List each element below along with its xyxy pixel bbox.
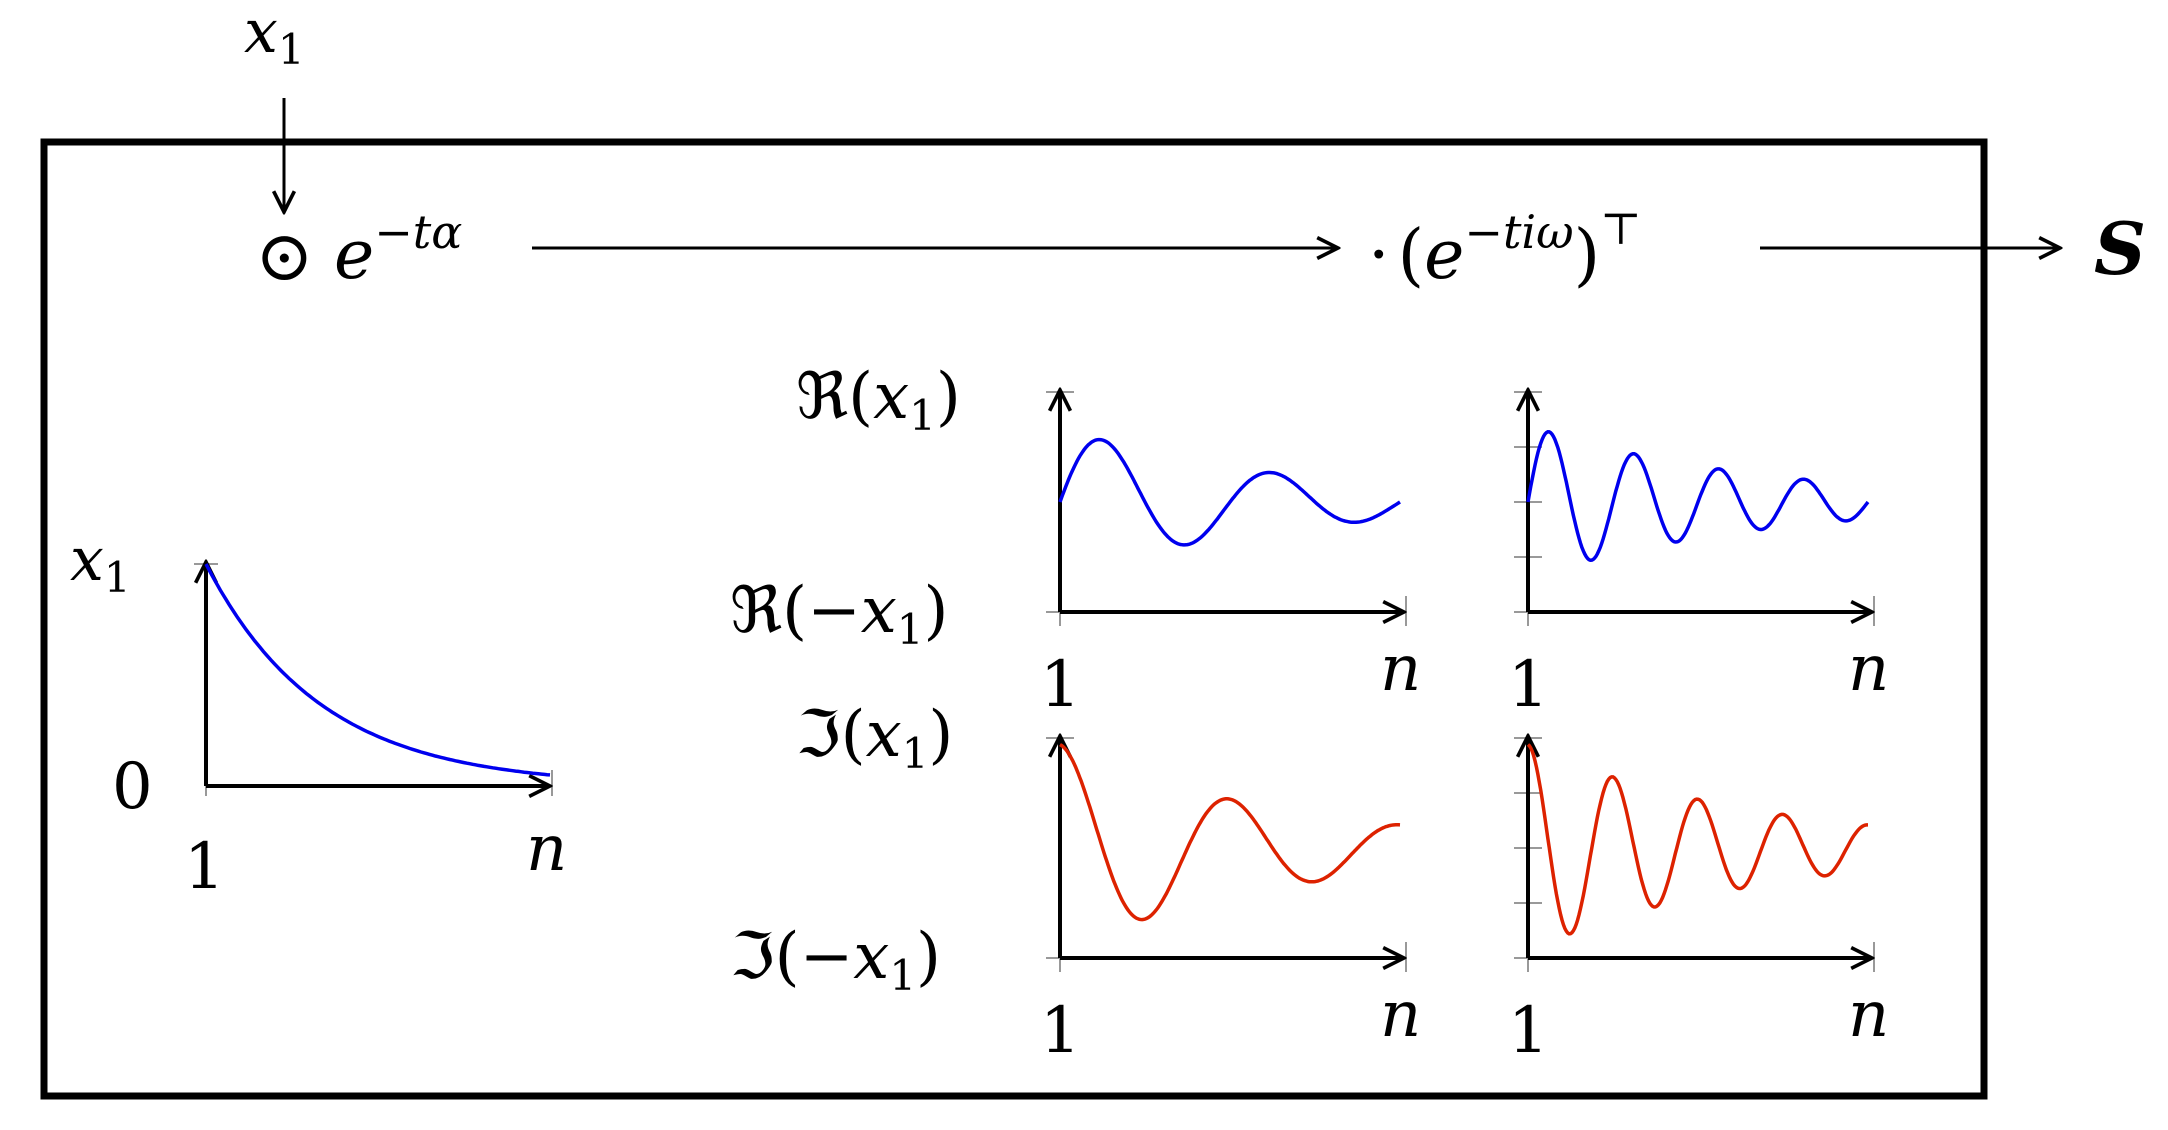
imag-top-label: ℑ(x1): [796, 698, 953, 778]
osc-xlabel-end: n: [1848, 632, 1889, 706]
osc-curve-real-slow: [1058, 437, 1401, 547]
hadamard-symbol: ⊙: [255, 215, 314, 297]
frequency-term: · (e−tiω)⊤: [1368, 204, 1642, 295]
decay-xlabel-start: 1: [184, 830, 225, 904]
osc-xlabel-end: n: [1380, 632, 1421, 706]
osc-curve-imag-slow: [1059, 743, 1401, 922]
decay-xlabel-end: n: [526, 812, 567, 886]
oscillation-plots: 1 n 1 n1 n 1 n: [1040, 390, 1889, 1068]
decay-ylabel-bottom: 0: [112, 750, 153, 824]
osc-curve-real-fast: [1526, 430, 1870, 562]
oscillation-labels: ℜ(x1) ℜ(−x1) ℑ(x1) ℑ(−x1): [730, 360, 961, 1000]
osc-xlabel-end: n: [1380, 978, 1421, 1052]
decay-term: e−tα: [334, 205, 462, 295]
osc-xlabel-start: 1: [1508, 648, 1549, 722]
decay-ylabel-top: x1: [70, 525, 131, 602]
decay-curve: [204, 563, 551, 777]
osc-curve-imag-fast: [1526, 743, 1868, 936]
decay-plot: x1 0 1 n: [70, 525, 567, 904]
imag-bottom-label: ℑ(−x1): [730, 920, 941, 1000]
output-label: S: [2094, 206, 2146, 291]
real-top-label: ℜ(x1): [796, 360, 961, 440]
system-frame: [40, 138, 1988, 1100]
osc-xlabel-start: 1: [1040, 994, 1081, 1068]
osc-xlabel-start: 1: [1040, 648, 1081, 722]
input-label: x1: [244, 0, 305, 74]
osc-xlabel-end: n: [1848, 978, 1889, 1052]
osc-xlabel-start: 1: [1508, 994, 1549, 1068]
real-bottom-label: ℜ(−x1): [730, 574, 948, 654]
